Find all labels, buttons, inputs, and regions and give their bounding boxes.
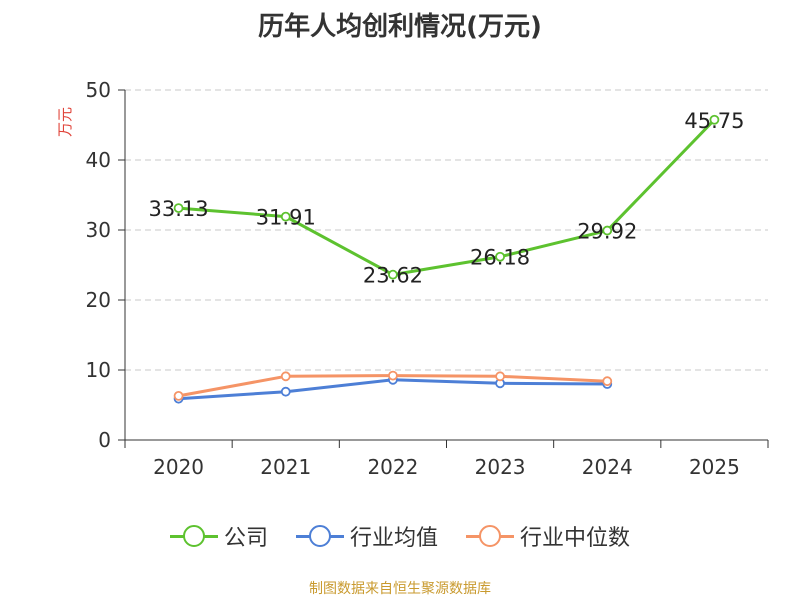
x-tick-label: 2024: [582, 455, 633, 479]
data-point: [388, 370, 398, 381]
legend-item-company[interactable]: 公司: [169, 520, 268, 552]
data-point: [495, 371, 505, 382]
legend-marker-industry-average: [295, 525, 344, 547]
data-label: 23.62: [363, 264, 423, 288]
chart-title: 历年人均创利情况(万元): [258, 12, 542, 42]
y-tick-label: 20: [86, 288, 111, 312]
legend-item-industry-median[interactable]: 行业中位数: [466, 520, 630, 552]
data-label: 29.92: [577, 220, 637, 244]
legend-item-industry-average[interactable]: 行业均值: [295, 520, 438, 552]
data-point: [602, 376, 613, 387]
data-point: [709, 114, 720, 125]
y-tick-label: 0: [98, 428, 111, 452]
legend-marker-industry-median: [466, 525, 514, 547]
y-tick-label: 10: [86, 358, 111, 382]
data-point: [388, 269, 398, 280]
legend: 公司 行业均值 行业中位数: [0, 520, 800, 552]
data-label: 45.75: [684, 109, 744, 133]
data-point: [495, 251, 505, 262]
y-tick-label: 50: [86, 78, 111, 102]
legend-label-company: 公司: [223, 526, 268, 551]
data-source-note: 制图数据来自恒生聚源数据库: [309, 581, 491, 597]
x-tick-label: 2021: [260, 455, 311, 479]
x-tick-label: 2020: [153, 455, 204, 479]
data-point: [280, 386, 291, 397]
legend-label-industry-median: 行业中位数: [520, 526, 631, 551]
x-tick-label: 2023: [475, 455, 526, 479]
data-label: 26.18: [470, 246, 530, 270]
y-tick-label: 30: [86, 218, 111, 242]
x-tick-label: 2022: [367, 455, 418, 479]
x-tick-label: 2025: [689, 455, 740, 479]
series-line-0: [178, 118, 716, 277]
data-point: [173, 203, 184, 213]
y-tick-label: 40: [86, 148, 111, 172]
data-label: 31.91: [256, 206, 316, 230]
legend-label-industry-average: 行业均值: [349, 526, 438, 551]
data-point: [280, 211, 291, 222]
data-point: [602, 225, 613, 236]
data-label: 33.13: [149, 197, 209, 221]
data-point: [280, 371, 291, 382]
legend-marker-company: [169, 525, 218, 547]
data-point: [173, 390, 184, 401]
y-axis-label: 万元: [56, 107, 74, 137]
